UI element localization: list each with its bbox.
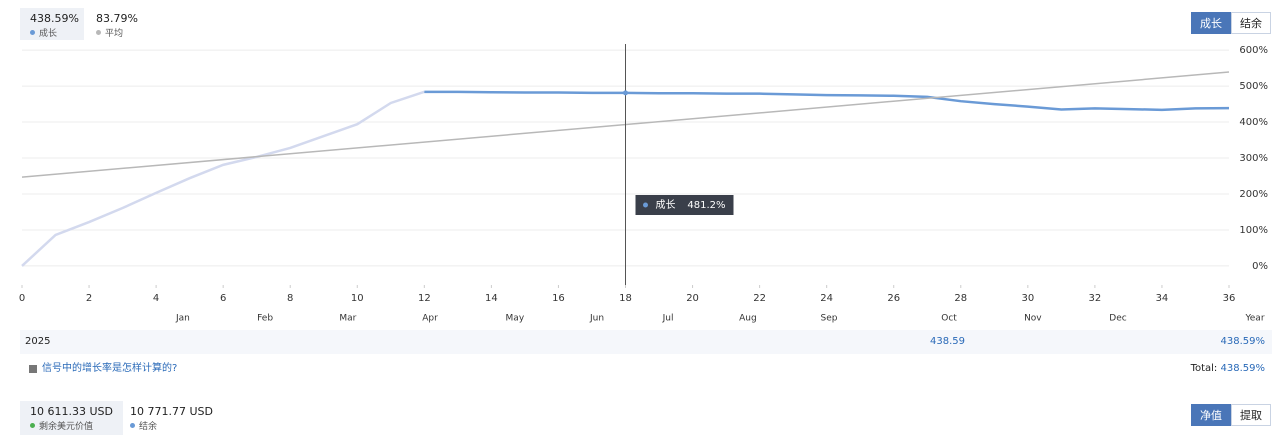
tooltip: 成长 481.2% [635,195,734,215]
summary-value: 10 771.77 USD [130,405,213,418]
x-tick-label: 8 [287,293,293,304]
month-label: May [506,314,525,324]
x-tick-label: 10 [351,293,364,304]
crosshair-dot [623,90,628,96]
tab-button[interactable]: 结余 [1231,12,1271,34]
tooltip-box [635,195,734,215]
summary-box[interactable]: 10 611.33 USD 剩余美元价值 [20,401,123,435]
summary-label: 剩余美元价值 [39,422,94,432]
month-label: Mar [339,314,356,324]
month-label: Nov [1024,314,1042,324]
year-total: 438.59% [1220,336,1266,347]
series-line [424,90,1230,112]
x-tick-label: 26 [887,293,900,304]
year: 2025 [25,336,51,347]
month-label: Jun [589,314,604,324]
month-label: Jul [662,314,674,324]
month-label: Aug [739,314,757,324]
x-tick-label: 28 [954,293,967,304]
month-label: Feb [257,314,273,324]
footnote-row: 信号中的增长率是怎样计算的? Total: 438.59% [20,360,1272,378]
summary-label: 平均 [105,29,124,39]
summary-box[interactable]: 10 771.77 USD 结余 [120,401,223,435]
x-axis-label: Year [1244,314,1264,324]
y-tick-label: 100% [1239,225,1268,236]
y-tick-label: 300% [1239,153,1268,164]
month-label: Dec [1109,314,1126,324]
summary-box[interactable]: 83.79% 平均 [86,8,148,40]
x-tick-label: 22 [753,293,766,304]
x-tick-label: 24 [820,293,833,304]
total-value: 438.59% [1220,363,1266,374]
month-label: Apr [422,314,438,324]
x-tick-label: 6 [220,293,226,304]
tab-button[interactable]: 提取 [1231,404,1271,426]
x-tick-label: 32 [1089,293,1102,304]
tab-button[interactable]: 净值 [1191,404,1231,426]
chart: 0%100%200%300%400%500%600%0 2 4 6 8 10 12 14 16 1… [19,44,1268,324]
summary-label: 结余 [139,422,158,432]
x-tick-label: 20 [686,293,699,304]
tooltip-value: 481.2% [687,200,725,211]
month-label: Sep [821,314,838,324]
x-tick-label: 34 [1156,293,1169,304]
help-link[interactable]: 信号中的增长率是怎样计算的? [42,363,178,374]
year-row: 2025 438.59 438.59% [20,330,1272,354]
year-value: 438.59 [930,336,965,347]
summary-box[interactable]: 438.59% 成长 [20,8,84,40]
x-tick-label: 16 [552,293,565,304]
x-tick-label: 0 [19,293,25,304]
tooltip-dot [643,202,648,208]
summary-value: 83.79% [96,12,138,25]
help-icon [29,365,37,373]
x-tick-label: 4 [153,293,159,304]
summary-value: 10 611.33 USD [30,405,113,418]
month-label: Oct [941,314,957,324]
x-tick-label: 18 [619,293,632,304]
y-tick-label: 200% [1239,189,1268,200]
series-line-faded [21,90,425,267]
y-tick-label: 600% [1239,45,1268,56]
month-label: Jan [175,314,190,324]
tooltip-label: 成长 [656,199,676,211]
x-tick-label: 12 [418,293,431,304]
y-tick-label: 0% [1252,261,1268,272]
summary-value: 438.59% [30,12,79,25]
y-tick-label: 500% [1239,81,1268,92]
x-tick-label: 2 [86,293,92,304]
x-tick-label: 14 [485,293,498,304]
y-tick-label: 400% [1239,117,1268,128]
x-tick-label: 30 [1021,293,1034,304]
x-tick-label: 36 [1223,293,1236,304]
summary-label: 成长 [39,29,58,39]
tab-button[interactable]: 成长 [1191,12,1231,34]
total-label: Total: [1190,363,1218,374]
